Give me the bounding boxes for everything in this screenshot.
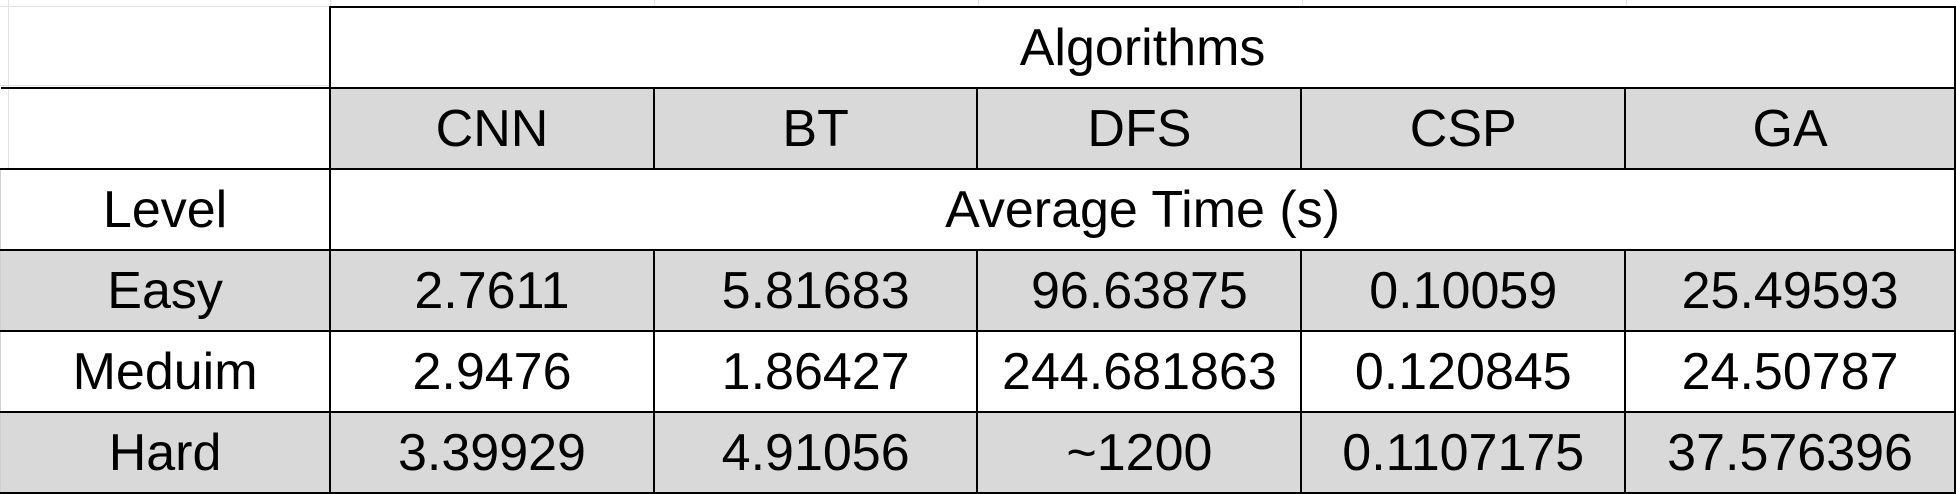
- table-row: Hard 3.39929 4.91056 ~1200 0.1107175 37.…: [0, 411, 1956, 494]
- metric-header-row: Level Average Time (s): [0, 168, 1956, 251]
- row-label-hard: Hard: [0, 411, 332, 494]
- level-column-header: Level: [0, 168, 332, 251]
- average-time-table: Algorithms CNN BT DFS CSP GA Level Avera…: [0, 6, 1956, 494]
- table-cell: 0.120845: [1300, 330, 1627, 413]
- table-cell: 2.7611: [329, 249, 655, 332]
- algorithms-group-row: Algorithms: [0, 6, 1956, 89]
- algorithm-names-row: CNN BT DFS CSP GA: [0, 87, 1956, 170]
- table-cell: 0.10059: [1300, 249, 1627, 332]
- table-cell: 2.9476: [329, 330, 655, 413]
- table-row: Easy 2.7611 5.81683 96.63875 0.10059 25.…: [0, 249, 1956, 332]
- table-cell: 1.86427: [652, 330, 979, 413]
- table-row: Meduim 2.9476 1.86427 244.681863 0.12084…: [0, 330, 1956, 413]
- column-header-csp: CSP: [1300, 87, 1627, 170]
- column-header-bt: BT: [652, 87, 979, 170]
- table-cell: 244.681863: [976, 330, 1303, 413]
- table-cell: 5.81683: [652, 249, 979, 332]
- column-header-ga: GA: [1624, 87, 1956, 170]
- empty-corner-cell: [0, 7, 332, 89]
- table-cell: 25.49593: [1624, 249, 1956, 332]
- table-cell: 3.39929: [329, 411, 655, 494]
- empty-corner-cell: [0, 88, 332, 170]
- table-cell: 37.576396: [1624, 411, 1956, 494]
- table-cell: 96.63875: [976, 249, 1303, 332]
- table-cell: 4.91056: [652, 411, 979, 494]
- metric-header: Average Time (s): [329, 168, 1956, 251]
- column-header-cnn: CNN: [329, 87, 655, 170]
- table-cell: 0.1107175: [1300, 411, 1627, 494]
- column-header-dfs: DFS: [976, 87, 1303, 170]
- table-cell: ~1200: [976, 411, 1303, 494]
- row-label-medium: Meduim: [0, 330, 332, 413]
- algorithms-group-header: Algorithms: [329, 6, 1956, 89]
- row-label-easy: Easy: [0, 249, 332, 332]
- table-cell: 24.50787: [1624, 330, 1956, 413]
